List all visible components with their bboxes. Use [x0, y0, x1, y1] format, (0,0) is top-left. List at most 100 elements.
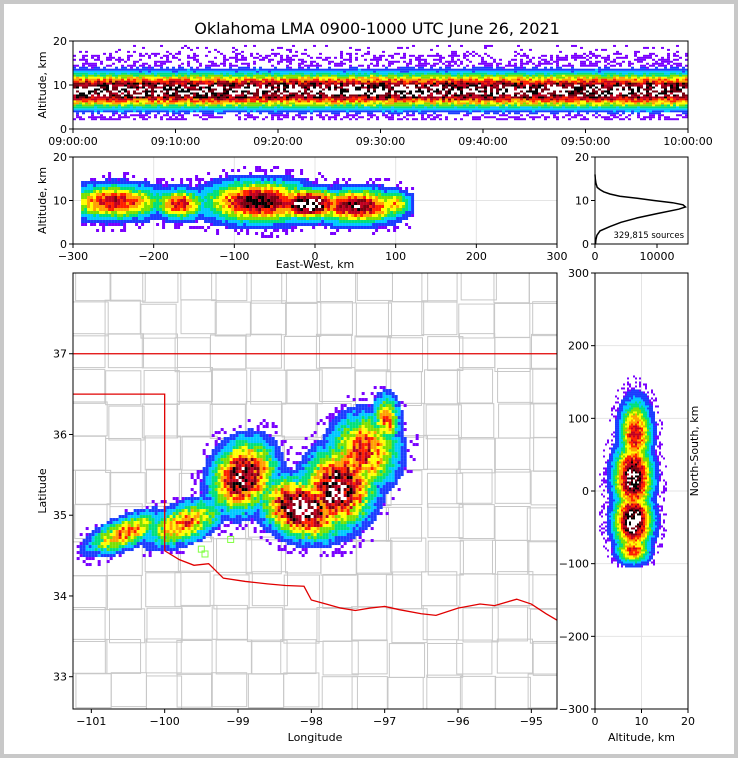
density-cell — [82, 84, 85, 87]
density-cell — [103, 88, 106, 91]
density-cell — [169, 82, 172, 85]
density-cell — [499, 72, 502, 75]
density-cell — [529, 70, 532, 73]
density-cell — [406, 98, 409, 101]
density-cell — [172, 94, 175, 97]
density-cell — [373, 92, 376, 95]
density-cell — [544, 70, 547, 73]
density-cell — [202, 114, 205, 117]
density-cell — [388, 84, 391, 87]
density-cell — [553, 80, 556, 83]
density-cell — [304, 112, 307, 115]
density-cell — [325, 102, 328, 105]
density-cell — [223, 90, 226, 93]
density-cell — [349, 110, 352, 113]
density-cell — [181, 78, 184, 81]
density-cell — [79, 84, 82, 87]
density-cell — [244, 98, 247, 101]
density-cell — [193, 108, 196, 111]
density-cell — [532, 90, 535, 93]
density-cell — [145, 114, 148, 117]
density-cell — [283, 96, 286, 99]
density-cell — [613, 108, 616, 111]
density-cell — [460, 104, 463, 107]
density-cell — [457, 58, 460, 61]
density-cell — [466, 72, 469, 75]
density-cell — [250, 88, 253, 91]
density-cell — [484, 104, 487, 107]
density-cell — [223, 108, 226, 111]
density-cell — [421, 58, 424, 61]
density-cell — [406, 88, 409, 91]
density-cell — [82, 102, 85, 105]
density-cell — [334, 64, 337, 67]
density-cell — [196, 106, 199, 109]
density-cell — [313, 76, 316, 79]
density-cell — [544, 106, 547, 109]
density-cell — [388, 108, 391, 111]
density-cell — [316, 82, 319, 85]
density-cell — [517, 102, 520, 105]
density-cell — [481, 88, 484, 91]
density-cell — [364, 52, 367, 55]
density-cell — [130, 88, 133, 91]
density-cell — [322, 88, 325, 91]
density-cell — [385, 72, 388, 75]
density-cell — [337, 114, 340, 117]
density-cell — [184, 84, 187, 87]
density-cell — [547, 62, 550, 65]
density-cell — [277, 114, 280, 117]
density-cell — [262, 86, 265, 89]
density-cell — [316, 106, 319, 109]
density-cell — [466, 68, 469, 71]
density-cell — [94, 110, 97, 113]
density-cell — [286, 66, 289, 69]
density-cell — [370, 110, 373, 113]
density-cell — [400, 86, 403, 89]
density-cell — [388, 118, 391, 121]
density-cell — [538, 88, 541, 91]
density-cell — [124, 98, 127, 101]
density-cell — [154, 116, 157, 119]
density-cell — [253, 88, 256, 91]
density-cell — [166, 88, 169, 91]
density-cell — [301, 82, 304, 85]
density-cell — [121, 68, 124, 71]
density-cell — [160, 100, 163, 103]
density-cell — [382, 102, 385, 105]
density-cell — [487, 84, 490, 87]
density-cell — [442, 86, 445, 89]
density-cell — [97, 112, 100, 115]
density-cell — [553, 72, 556, 75]
density-cell — [373, 76, 376, 79]
density-cell — [190, 56, 193, 59]
density-cell — [175, 76, 178, 79]
density-cell — [451, 56, 454, 59]
density-cell — [148, 78, 151, 81]
density-cell — [163, 60, 166, 63]
density-cell — [190, 102, 193, 105]
density-cell — [562, 72, 565, 75]
density-cell — [154, 104, 157, 107]
density-cell — [436, 76, 439, 79]
density-cell — [388, 86, 391, 89]
density-cell — [535, 68, 538, 71]
density-cell — [79, 118, 82, 121]
density-cell — [439, 70, 442, 73]
density-cell — [142, 116, 145, 119]
density-cell — [199, 72, 202, 75]
density-cell — [481, 78, 484, 81]
density-cell — [601, 90, 604, 93]
density-cell — [529, 76, 532, 79]
density-cell — [601, 94, 604, 97]
density-cell — [553, 92, 556, 95]
density-cell — [556, 68, 559, 71]
density-cell — [541, 84, 544, 87]
density-cell — [547, 78, 550, 81]
density-cell — [340, 74, 343, 77]
density-cell — [574, 102, 577, 105]
density-cell — [88, 100, 91, 103]
density-cell — [169, 78, 172, 81]
density-cell — [97, 96, 100, 99]
density-cell — [433, 106, 436, 109]
